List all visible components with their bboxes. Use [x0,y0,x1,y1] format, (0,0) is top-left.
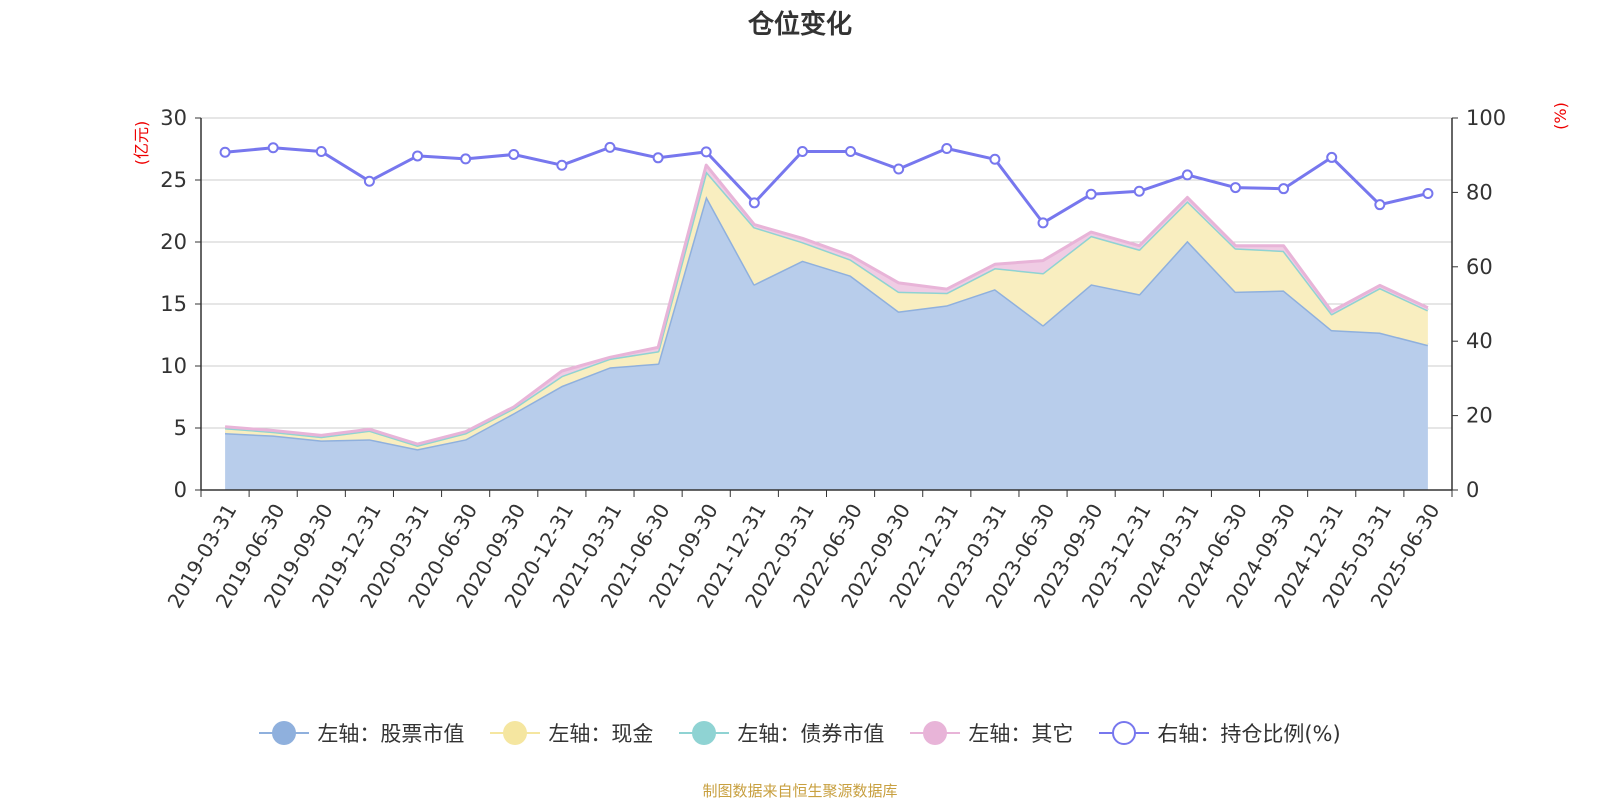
legend-swatch-icon [910,721,961,745]
right-tick-label: 60 [1466,255,1493,279]
ratio-point [363,175,375,187]
ratio-point [1278,183,1290,195]
legend-swatch-icon [490,721,541,745]
ratio-point [508,148,520,160]
ratio-point [845,145,857,157]
line-右轴：持仓比例(%) [224,145,1429,225]
legend-item[interactable]: 右轴：持仓比例(%) [1099,718,1341,748]
left-tick-label: 10 [160,354,187,378]
left-tick-label: 25 [160,168,187,192]
right-tick-label: 100 [1466,106,1506,130]
legend-item[interactable]: 左轴：股票市值 [259,718,464,748]
ratio-point [748,197,760,209]
ratio-point [412,150,424,162]
ratio-point [315,145,327,157]
ratio-point [893,163,905,175]
legend-label: 左轴：债券市值 [737,722,885,746]
ratio-point [604,141,616,153]
ratio-point [1037,217,1049,229]
left-tick-label: 5 [174,416,187,440]
ratio-point [219,146,231,158]
left-tick-label: 0 [174,478,187,502]
legend-label: 左轴：其它 [968,722,1074,746]
left-tick-label: 30 [160,106,187,130]
right-tick-label: 0 [1466,478,1479,502]
ratio-line [219,141,1434,229]
source-note: 制图数据来自恒生聚源数据库 [702,782,898,800]
area-左轴：股票市值 [225,196,1428,490]
legend-swatch-icon [1099,721,1150,745]
legend-item[interactable]: 左轴：其它 [910,718,1073,748]
right-axis-unit: (%) [1551,102,1570,130]
ratio-point [556,159,568,171]
left-tick-label: 20 [160,230,187,254]
stacked-areas [224,163,1429,490]
ratio-point [1422,188,1434,200]
ratio-point [460,153,472,165]
right-tick-label: 80 [1466,180,1493,204]
legend-item[interactable]: 左轴：现金 [490,718,653,748]
legend-label: 右轴：持仓比例(%) [1157,722,1341,746]
legend: 左轴：股票市值 左轴：现金 左轴：债券市值 左轴：其它 右轴：持仓比例(%) [0,718,1600,748]
ratio-point [1085,188,1097,200]
legend-swatch-icon [259,721,310,745]
ratio-point [1229,182,1241,194]
legend-item[interactable]: 左轴：债券市值 [679,718,884,748]
area-edge-左轴：其它 [224,163,1429,446]
left-axis-unit: (亿元) [132,121,151,166]
right-tick-label: 40 [1466,329,1493,353]
right-tick-label: 20 [1466,404,1493,428]
ratio-point [1133,185,1145,197]
ratio-point [267,142,279,154]
ratio-point [989,153,1001,165]
ratio-point [700,146,712,158]
ratio-point [941,143,953,155]
chart-title: 仓位变化 [747,10,852,40]
ratio-point [1326,151,1338,163]
legend-label: 左轴：股票市值 [317,722,465,746]
ratio-point [652,152,664,164]
ratio-point [796,145,808,157]
ratio-point [1374,199,1386,211]
ratio-point [1181,169,1193,181]
legend-label: 左轴：现金 [548,722,654,746]
left-tick-label: 15 [160,292,187,316]
legend-swatch-icon [679,721,730,745]
